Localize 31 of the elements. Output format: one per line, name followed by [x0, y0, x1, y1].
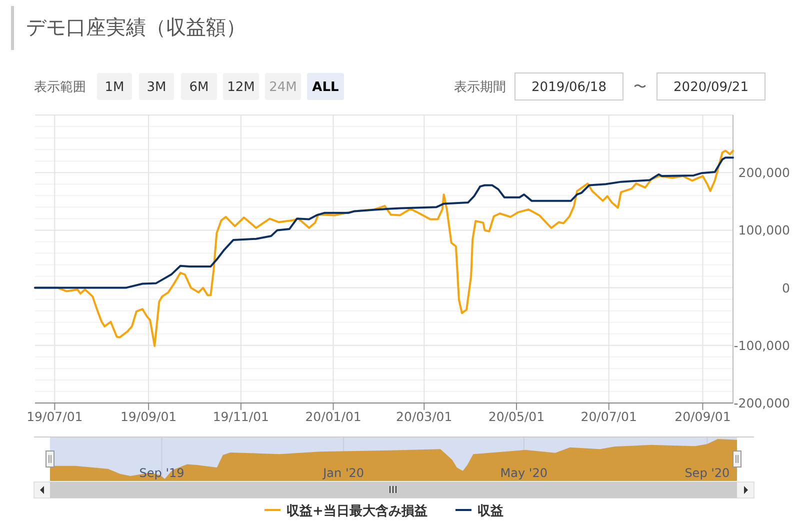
- text: 12M: [227, 80, 255, 95]
- y-tick-label: -200,000: [734, 396, 790, 410]
- text: 表示期間: [454, 80, 506, 95]
- x-tick-label: 20/03/01: [396, 409, 452, 424]
- text: 3M: [146, 80, 166, 95]
- chart-title: デモ口座実績（収益額）: [26, 15, 246, 39]
- x-tick-label: 20/05/01: [488, 409, 545, 424]
- legend-label: 収益+当日最大含み損益: [286, 503, 428, 519]
- y-tick-label: 200,000: [738, 165, 790, 180]
- text: 2019/06/18: [532, 80, 606, 95]
- x-tick-label: 20/09/01: [674, 409, 731, 424]
- x-tick-label: Jan '20: [322, 466, 364, 480]
- y-tick-label: -100,000: [734, 338, 790, 353]
- x-tick-label: May '20: [500, 466, 548, 480]
- x-tick-label: Sep '20: [684, 466, 730, 480]
- text: 〜: [634, 80, 646, 95]
- x-tick-label: 19/11/01: [212, 409, 269, 424]
- y-tick-label: 100,000: [738, 222, 790, 238]
- y-tick-label: 0: [782, 280, 790, 296]
- text: 6M: [189, 80, 209, 95]
- x-tick-label: 20/07/01: [580, 409, 637, 424]
- text: ALL: [312, 80, 339, 95]
- text: 2020/09/21: [674, 80, 748, 95]
- text: 1M: [104, 80, 124, 95]
- x-tick-label: 19/07/01: [26, 409, 83, 424]
- text: 表示範囲: [34, 80, 86, 95]
- legend-label: 収益: [477, 504, 504, 519]
- line-series: [34, 156, 734, 289]
- x-tick-label: 20/01/01: [305, 409, 362, 424]
- text: 24M: [269, 80, 297, 95]
- x-tick-label: 19/09/01: [120, 409, 177, 424]
